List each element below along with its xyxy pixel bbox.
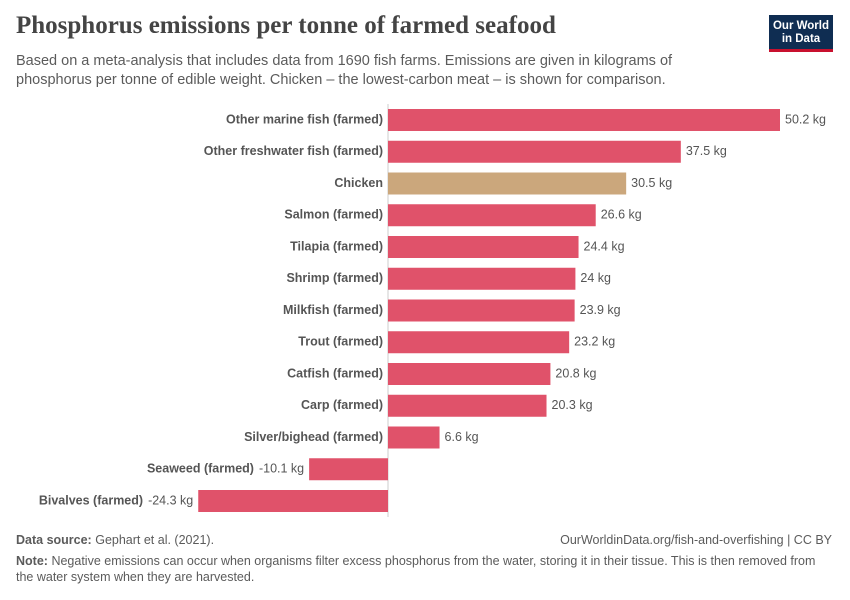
value-label: 37.5 kg — [686, 144, 727, 158]
bar — [388, 140, 681, 163]
bar — [388, 172, 627, 195]
value-label: 20.3 kg — [552, 398, 593, 412]
value-label: 24 kg — [580, 271, 611, 285]
chart-subtitle: Based on a meta-analysis that includes d… — [16, 53, 673, 88]
category-label: Tilapia (farmed) — [290, 239, 383, 253]
bar — [388, 204, 596, 227]
category-label: Bivalves (farmed) — [39, 493, 143, 507]
bar — [388, 109, 780, 131]
value-label: -10.1 kg — [259, 462, 304, 476]
value-label: 23.2 kg — [574, 335, 615, 349]
value-label: 50.2 kg — [785, 112, 826, 126]
logo-line: Our World — [772, 20, 829, 32]
bar — [388, 363, 551, 385]
bar — [388, 236, 579, 258]
bar — [388, 299, 575, 322]
note-text: Negative emissions can occur when organi… — [16, 554, 816, 584]
category-label: Other marine fish (farmed) — [226, 112, 383, 126]
value-label: 30.5 kg — [631, 176, 672, 190]
source-text: Gephart et al. (2021). — [95, 533, 215, 547]
bar — [309, 458, 388, 481]
category-label: Catfish (farmed) — [287, 366, 383, 380]
bar — [388, 426, 440, 449]
category-label: Salmon (farmed) — [284, 208, 383, 222]
source: Data source: Gephart et al. (2021). — [16, 533, 214, 547]
category-label: Shrimp (farmed) — [286, 271, 383, 285]
value-label: 26.6 kg — [601, 208, 642, 222]
note: Note: Negative emissions can occur when … — [16, 553, 816, 585]
category-label: Carp (farmed) — [301, 398, 383, 412]
value-label: 20.8 kg — [555, 366, 596, 380]
bar — [388, 394, 547, 417]
category-label: Silver/bighead (farmed) — [244, 430, 383, 444]
value-label: 6.6 kg — [445, 430, 479, 444]
category-label: Trout (farmed) — [298, 335, 383, 349]
category-label: Seaweed (farmed) — [147, 462, 254, 476]
note-label: Note: — [16, 554, 48, 568]
value-label: -24.3 kg — [148, 493, 193, 507]
category-label: Other freshwater fish (farmed) — [204, 144, 383, 158]
bar — [388, 331, 570, 354]
category-label: Chicken — [334, 176, 383, 190]
bar — [388, 267, 576, 290]
logo[interactable]: Our World in Data — [769, 15, 833, 52]
bar — [198, 490, 388, 512]
value-label: 24.4 kg — [584, 239, 625, 253]
url[interactable]: OurWorldinData.org/fish-and-overfishing … — [560, 533, 832, 547]
logo-line: in Data — [781, 33, 821, 45]
source-label: Data source: — [16, 533, 92, 547]
chart-title: Phosphorus emissions per tonne of farmed… — [16, 12, 556, 39]
category-label: Milkfish (farmed) — [283, 303, 383, 317]
value-label: 23.9 kg — [580, 303, 621, 317]
